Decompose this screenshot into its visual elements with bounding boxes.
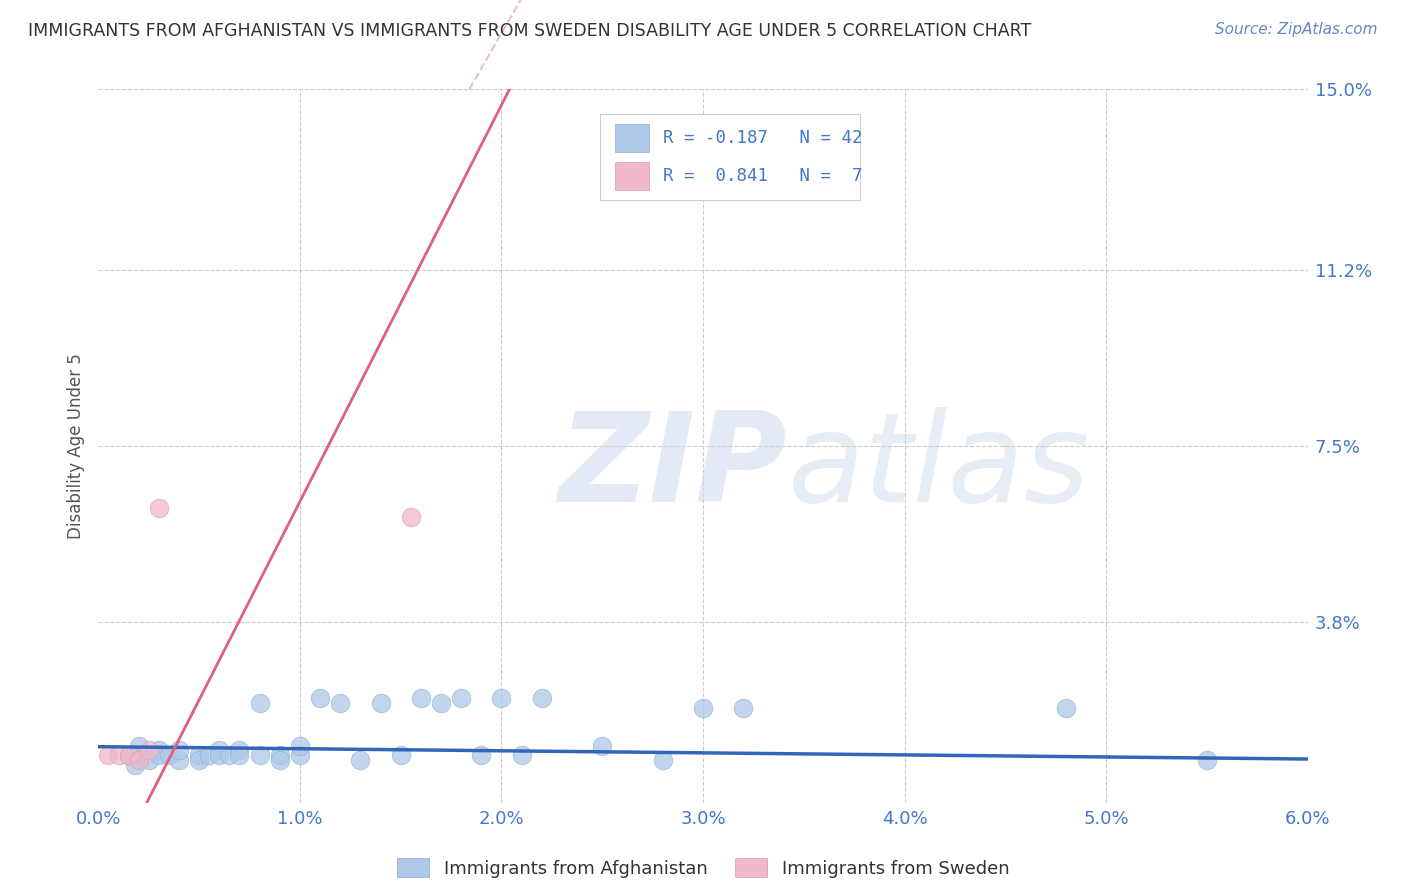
- Point: [349, 753, 371, 767]
- Point: [128, 739, 150, 753]
- Point: [510, 748, 533, 763]
- Point: [249, 748, 271, 763]
- Point: [288, 748, 311, 763]
- Point: [157, 748, 180, 763]
- Text: atlas: atlas: [787, 407, 1090, 528]
- Point: [470, 748, 492, 763]
- Point: [269, 748, 291, 763]
- Point: [530, 691, 553, 706]
- Point: [208, 748, 231, 763]
- Point: [124, 757, 146, 772]
- Point: [208, 743, 231, 757]
- Point: [148, 500, 170, 515]
- Text: ZIP: ZIP: [558, 407, 786, 528]
- Point: [188, 753, 211, 767]
- Text: R = -0.187   N = 42: R = -0.187 N = 42: [664, 129, 863, 147]
- Point: [733, 700, 755, 714]
- Point: [138, 753, 160, 767]
- Point: [128, 753, 150, 767]
- Point: [107, 748, 129, 763]
- Point: [249, 696, 271, 710]
- Point: [148, 748, 170, 763]
- Point: [1054, 700, 1077, 714]
- Point: [118, 748, 141, 763]
- Point: [399, 510, 422, 524]
- Text: R =  0.841   N =  7: R = 0.841 N = 7: [664, 167, 863, 185]
- Text: Source: ZipAtlas.com: Source: ZipAtlas.com: [1215, 22, 1378, 37]
- Point: [370, 696, 392, 710]
- Point: [692, 700, 714, 714]
- Point: [148, 743, 170, 757]
- Point: [591, 739, 613, 753]
- Point: [309, 691, 332, 706]
- Point: [329, 696, 352, 710]
- Point: [198, 748, 221, 763]
- Point: [1195, 753, 1218, 767]
- Point: [269, 753, 291, 767]
- Point: [288, 739, 311, 753]
- Point: [409, 691, 432, 706]
- Point: [128, 748, 150, 763]
- Point: [167, 743, 190, 757]
- Point: [430, 696, 453, 710]
- Point: [450, 691, 472, 706]
- Point: [651, 753, 673, 767]
- Y-axis label: Disability Age Under 5: Disability Age Under 5: [66, 353, 84, 539]
- Legend: Immigrants from Afghanistan, Immigrants from Sweden: Immigrants from Afghanistan, Immigrants …: [389, 851, 1017, 885]
- Point: [228, 743, 250, 757]
- Point: [389, 748, 412, 763]
- Text: IMMIGRANTS FROM AFGHANISTAN VS IMMIGRANTS FROM SWEDEN DISABILITY AGE UNDER 5 COR: IMMIGRANTS FROM AFGHANISTAN VS IMMIGRANT…: [28, 22, 1032, 40]
- Point: [118, 748, 141, 763]
- Point: [228, 748, 250, 763]
- FancyBboxPatch shape: [614, 161, 648, 190]
- FancyBboxPatch shape: [600, 114, 860, 200]
- Point: [188, 748, 211, 763]
- Point: [491, 691, 513, 706]
- Point: [138, 743, 160, 757]
- Point: [97, 748, 120, 763]
- FancyBboxPatch shape: [614, 124, 648, 153]
- Point: [218, 748, 240, 763]
- Point: [167, 753, 190, 767]
